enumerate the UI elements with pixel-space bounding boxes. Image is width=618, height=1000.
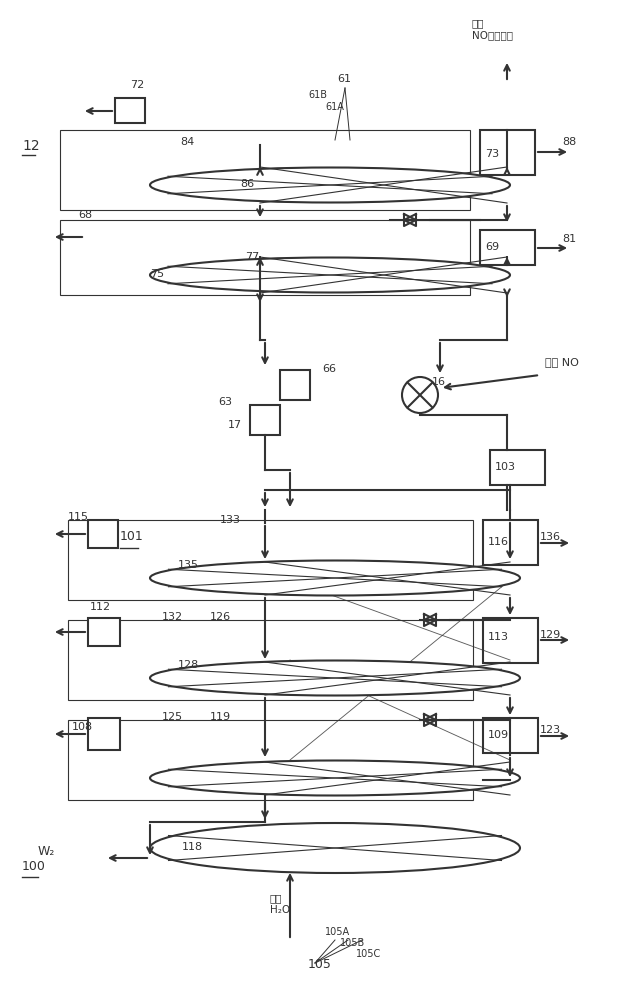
Text: 61A: 61A	[325, 102, 344, 112]
Bar	[483, 718, 538, 753]
Text: 61: 61	[337, 74, 351, 84]
Ellipse shape	[150, 257, 510, 292]
Text: 86: 86	[240, 179, 254, 189]
Text: 132: 132	[162, 612, 183, 622]
Bar	[68, 720, 473, 800]
Text: 103: 103	[495, 462, 516, 472]
Text: 125: 125	[162, 712, 183, 722]
Ellipse shape	[150, 167, 510, 202]
Text: 88: 88	[562, 137, 576, 147]
Bar	[483, 520, 538, 565]
Text: 105: 105	[308, 958, 332, 971]
Text: 63: 63	[218, 397, 232, 407]
Bar	[480, 130, 535, 175]
Text: 原料 NO: 原料 NO	[545, 357, 579, 367]
Bar	[60, 130, 470, 210]
Text: 16: 16	[432, 377, 446, 387]
Bar	[85, 225, 115, 250]
Text: 101: 101	[120, 530, 144, 543]
Text: 115: 115	[68, 512, 89, 522]
Text: 66: 66	[322, 364, 336, 374]
Bar	[88, 618, 120, 646]
Text: 105B: 105B	[340, 938, 365, 948]
Bar	[60, 220, 470, 295]
Text: 81: 81	[562, 234, 576, 244]
Bar	[88, 520, 118, 548]
Text: 12: 12	[22, 139, 40, 153]
Text: 84: 84	[180, 137, 194, 147]
Bar	[480, 230, 535, 265]
Text: 61B: 61B	[308, 90, 327, 100]
Text: 118: 118	[182, 842, 203, 852]
Text: 100: 100	[22, 860, 46, 873]
Text: 109: 109	[488, 730, 509, 740]
Text: 135: 135	[178, 560, 199, 570]
Ellipse shape	[150, 560, 520, 595]
Bar	[280, 370, 310, 400]
Text: 69: 69	[485, 242, 499, 252]
Text: 133: 133	[220, 515, 241, 525]
Bar	[88, 718, 120, 750]
Text: 136: 136	[540, 532, 561, 542]
Circle shape	[402, 377, 438, 413]
Text: 105C: 105C	[356, 949, 381, 959]
Text: 108: 108	[72, 722, 93, 732]
Bar	[490, 450, 545, 485]
Text: 128: 128	[178, 660, 199, 670]
Text: 105A: 105A	[325, 927, 350, 937]
Text: 产品
NO（气体）: 产品 NO（气体）	[472, 18, 513, 40]
Bar	[68, 520, 473, 600]
Ellipse shape	[150, 660, 520, 696]
Text: 119: 119	[210, 712, 231, 722]
Ellipse shape	[150, 760, 520, 796]
Text: 126: 126	[210, 612, 231, 622]
Ellipse shape	[150, 823, 520, 873]
Bar	[250, 405, 280, 435]
Text: 77: 77	[245, 252, 259, 262]
Text: 75: 75	[150, 269, 164, 279]
Text: W₂: W₂	[38, 845, 56, 858]
Text: 72: 72	[130, 80, 144, 90]
Text: 原料
H₂O: 原料 H₂O	[270, 893, 290, 915]
Text: 73: 73	[485, 149, 499, 159]
Text: 17: 17	[228, 420, 242, 430]
Text: 112: 112	[90, 602, 111, 612]
Text: 116: 116	[488, 537, 509, 547]
Text: 68: 68	[78, 210, 92, 220]
Text: 129: 129	[540, 630, 561, 640]
Text: 123: 123	[540, 725, 561, 735]
Text: 113: 113	[488, 632, 509, 642]
Bar	[115, 98, 145, 123]
Bar	[68, 620, 473, 700]
Bar	[483, 618, 538, 663]
